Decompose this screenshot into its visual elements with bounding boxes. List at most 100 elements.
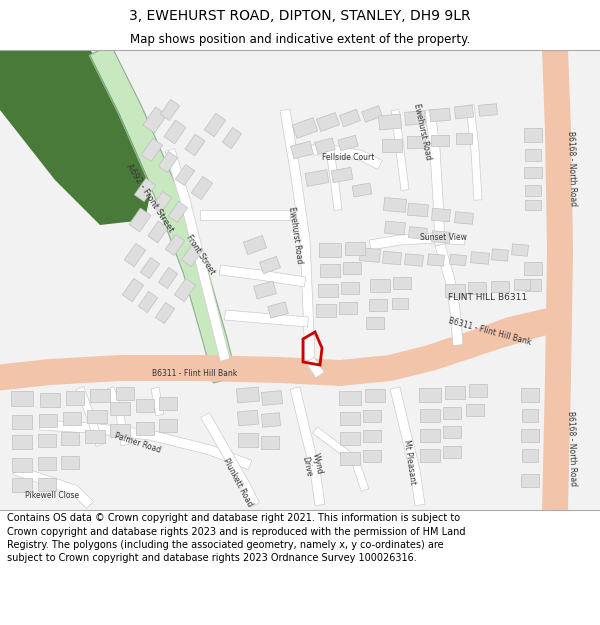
Polygon shape <box>393 277 411 289</box>
Polygon shape <box>158 268 178 289</box>
Polygon shape <box>443 446 461 458</box>
Polygon shape <box>443 426 461 438</box>
Polygon shape <box>165 149 230 361</box>
Polygon shape <box>85 429 105 442</box>
Polygon shape <box>521 388 539 402</box>
Text: A692 - Front Street: A692 - Front Street <box>125 162 175 234</box>
Polygon shape <box>525 184 541 196</box>
Polygon shape <box>383 198 407 212</box>
Polygon shape <box>63 411 81 424</box>
Polygon shape <box>0 50 155 225</box>
Polygon shape <box>87 409 107 422</box>
Polygon shape <box>369 299 387 311</box>
Text: B6311 - Flint Hill Bank: B6311 - Flint Hill Bank <box>448 317 532 348</box>
Polygon shape <box>290 387 325 506</box>
Polygon shape <box>169 201 188 222</box>
Polygon shape <box>339 391 361 405</box>
Polygon shape <box>407 136 425 148</box>
Text: Contains OS data © Crown copyright and database right 2021. This information is : Contains OS data © Crown copyright and d… <box>7 514 466 563</box>
Polygon shape <box>90 45 236 382</box>
Polygon shape <box>341 282 359 294</box>
Polygon shape <box>262 412 281 428</box>
Polygon shape <box>445 284 465 296</box>
Polygon shape <box>185 134 205 156</box>
Polygon shape <box>491 281 509 291</box>
Text: B6168 - North Road: B6168 - North Road <box>566 130 578 206</box>
Polygon shape <box>175 278 196 302</box>
Polygon shape <box>318 284 338 296</box>
Polygon shape <box>143 107 167 133</box>
Polygon shape <box>12 478 32 492</box>
Polygon shape <box>238 433 258 447</box>
Polygon shape <box>152 191 172 213</box>
Polygon shape <box>224 310 308 327</box>
Polygon shape <box>76 387 104 446</box>
Polygon shape <box>522 449 538 461</box>
Text: Ewehurst Road: Ewehurst Road <box>412 103 433 161</box>
Polygon shape <box>134 178 155 202</box>
Polygon shape <box>316 112 340 131</box>
Polygon shape <box>40 393 60 407</box>
Polygon shape <box>236 387 260 403</box>
Polygon shape <box>419 388 441 402</box>
Polygon shape <box>155 302 175 324</box>
Polygon shape <box>305 170 329 186</box>
Polygon shape <box>524 261 542 274</box>
Polygon shape <box>443 407 461 419</box>
Polygon shape <box>524 166 542 177</box>
Polygon shape <box>468 282 486 294</box>
Polygon shape <box>315 138 335 154</box>
Text: Ewehurst Road: Ewehurst Road <box>287 206 304 264</box>
Polygon shape <box>404 111 425 126</box>
Polygon shape <box>200 412 259 508</box>
Polygon shape <box>220 265 306 287</box>
Polygon shape <box>456 132 472 144</box>
Polygon shape <box>340 451 360 464</box>
Polygon shape <box>12 415 32 429</box>
Polygon shape <box>110 401 130 414</box>
Text: B6168 - North Road: B6168 - North Road <box>566 410 578 486</box>
Polygon shape <box>148 221 168 243</box>
Polygon shape <box>390 387 425 506</box>
Polygon shape <box>542 49 573 510</box>
Text: Pikewell Close: Pikewell Close <box>25 491 79 501</box>
Polygon shape <box>140 258 160 279</box>
Polygon shape <box>466 104 482 200</box>
Polygon shape <box>521 429 539 441</box>
Polygon shape <box>11 391 33 406</box>
Polygon shape <box>0 309 548 391</box>
Polygon shape <box>420 449 440 461</box>
Polygon shape <box>363 410 381 422</box>
Polygon shape <box>200 210 290 220</box>
Polygon shape <box>449 254 466 266</box>
Polygon shape <box>525 149 541 161</box>
Polygon shape <box>66 391 84 405</box>
Polygon shape <box>445 386 465 399</box>
Polygon shape <box>340 411 360 424</box>
Polygon shape <box>12 435 32 449</box>
Polygon shape <box>164 120 186 144</box>
Polygon shape <box>326 149 342 211</box>
Polygon shape <box>124 243 146 267</box>
Text: Fellside Court: Fellside Court <box>322 154 374 162</box>
Polygon shape <box>455 105 473 119</box>
Text: Map shows position and indicative extent of the property.: Map shows position and indicative extent… <box>130 32 470 46</box>
Polygon shape <box>514 279 530 289</box>
Polygon shape <box>379 114 401 130</box>
Polygon shape <box>129 208 151 232</box>
Polygon shape <box>205 113 226 137</box>
Polygon shape <box>366 317 384 329</box>
Polygon shape <box>362 106 382 122</box>
Polygon shape <box>244 236 266 254</box>
Polygon shape <box>331 168 353 182</box>
Polygon shape <box>320 264 340 276</box>
Polygon shape <box>431 208 451 222</box>
Polygon shape <box>106 387 129 446</box>
Polygon shape <box>420 409 440 421</box>
Polygon shape <box>466 404 484 416</box>
Polygon shape <box>430 108 451 122</box>
Polygon shape <box>40 420 252 469</box>
Polygon shape <box>409 227 427 239</box>
Polygon shape <box>479 104 497 116</box>
Polygon shape <box>191 176 212 199</box>
